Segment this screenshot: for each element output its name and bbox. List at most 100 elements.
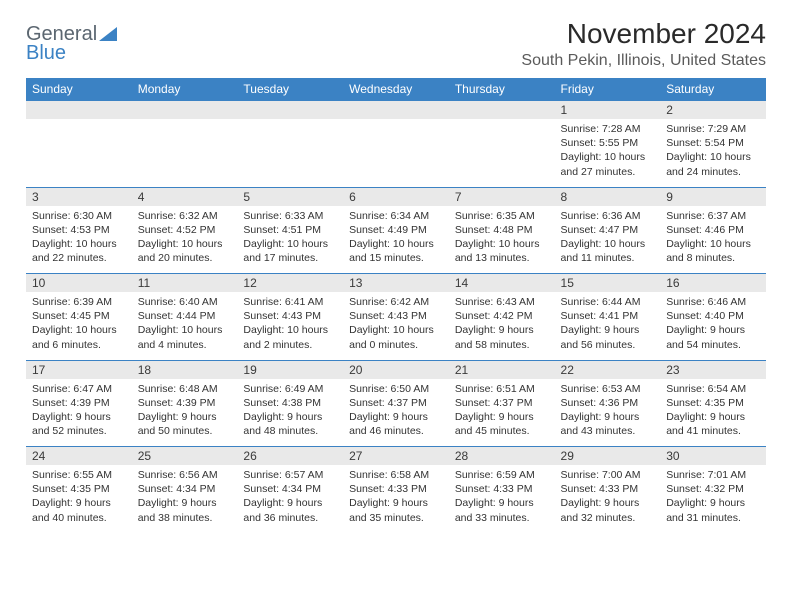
day-number-cell bbox=[26, 101, 132, 120]
sunrise-text: Sunrise: 6:33 AM bbox=[243, 209, 337, 223]
day-detail-cell bbox=[132, 119, 238, 187]
sunrise-text: Sunrise: 6:44 AM bbox=[561, 295, 655, 309]
day-detail-cell: Sunrise: 7:29 AMSunset: 5:54 PMDaylight:… bbox=[660, 119, 766, 187]
day-number-cell: 4 bbox=[132, 187, 238, 206]
day-number-cell: 24 bbox=[26, 447, 132, 466]
sunset-text: Sunset: 4:39 PM bbox=[138, 396, 232, 410]
daylight-text: Daylight: 10 hours and 8 minutes. bbox=[666, 237, 760, 265]
sunset-text: Sunset: 4:40 PM bbox=[666, 309, 760, 323]
sunset-text: Sunset: 5:55 PM bbox=[561, 136, 655, 150]
sunset-text: Sunset: 4:44 PM bbox=[138, 309, 232, 323]
day-detail-cell: Sunrise: 6:46 AMSunset: 4:40 PMDaylight:… bbox=[660, 292, 766, 360]
day-detail-cell: Sunrise: 7:28 AMSunset: 5:55 PMDaylight:… bbox=[555, 119, 661, 187]
day-number-cell: 19 bbox=[237, 360, 343, 379]
day-number-cell: 1 bbox=[555, 101, 661, 120]
day-detail-cell: Sunrise: 6:55 AMSunset: 4:35 PMDaylight:… bbox=[26, 465, 132, 533]
day-detail-cell: Sunrise: 6:37 AMSunset: 4:46 PMDaylight:… bbox=[660, 206, 766, 274]
day-detail-cell: Sunrise: 6:53 AMSunset: 4:36 PMDaylight:… bbox=[555, 379, 661, 447]
brand-text-2: Blue bbox=[26, 43, 117, 63]
sunset-text: Sunset: 4:48 PM bbox=[455, 223, 549, 237]
month-title: November 2024 bbox=[521, 18, 766, 50]
sunrise-text: Sunrise: 6:34 AM bbox=[349, 209, 443, 223]
sunrise-text: Sunrise: 6:59 AM bbox=[455, 468, 549, 482]
sunrise-text: Sunrise: 7:01 AM bbox=[666, 468, 760, 482]
day-number-cell: 17 bbox=[26, 360, 132, 379]
day-detail-cell: Sunrise: 6:56 AMSunset: 4:34 PMDaylight:… bbox=[132, 465, 238, 533]
daylight-text: Daylight: 9 hours and 41 minutes. bbox=[666, 410, 760, 438]
daylight-text: Daylight: 10 hours and 0 minutes. bbox=[349, 323, 443, 351]
sunset-text: Sunset: 4:46 PM bbox=[666, 223, 760, 237]
day-detail-cell: Sunrise: 6:57 AMSunset: 4:34 PMDaylight:… bbox=[237, 465, 343, 533]
weekday-header-row: Sunday Monday Tuesday Wednesday Thursday… bbox=[26, 78, 766, 101]
sunrise-text: Sunrise: 6:54 AM bbox=[666, 382, 760, 396]
triangle-icon bbox=[99, 25, 117, 45]
day-number-cell: 2 bbox=[660, 101, 766, 120]
location-subtitle: South Pekin, Illinois, United States bbox=[521, 52, 766, 70]
day-detail-cell bbox=[26, 119, 132, 187]
day-number-cell: 13 bbox=[343, 274, 449, 293]
daylight-text: Daylight: 10 hours and 20 minutes. bbox=[138, 237, 232, 265]
day-number-cell bbox=[237, 101, 343, 120]
sunset-text: Sunset: 4:51 PM bbox=[243, 223, 337, 237]
sunrise-text: Sunrise: 6:49 AM bbox=[243, 382, 337, 396]
sunrise-text: Sunrise: 7:00 AM bbox=[561, 468, 655, 482]
day-detail-row: Sunrise: 7:28 AMSunset: 5:55 PMDaylight:… bbox=[26, 119, 766, 187]
calendar-page: General Blue November 2024 South Pekin, … bbox=[0, 0, 792, 612]
day-detail-cell: Sunrise: 7:01 AMSunset: 4:32 PMDaylight:… bbox=[660, 465, 766, 533]
daylight-text: Daylight: 10 hours and 6 minutes. bbox=[32, 323, 126, 351]
sunrise-text: Sunrise: 6:51 AM bbox=[455, 382, 549, 396]
brand-text: General Blue bbox=[26, 24, 117, 63]
sunset-text: Sunset: 4:47 PM bbox=[561, 223, 655, 237]
day-number-row: 12 bbox=[26, 101, 766, 120]
day-number-row: 17181920212223 bbox=[26, 360, 766, 379]
sunset-text: Sunset: 4:43 PM bbox=[349, 309, 443, 323]
day-number-cell: 23 bbox=[660, 360, 766, 379]
day-number-cell: 11 bbox=[132, 274, 238, 293]
daylight-text: Daylight: 9 hours and 58 minutes. bbox=[455, 323, 549, 351]
sunrise-text: Sunrise: 6:30 AM bbox=[32, 209, 126, 223]
sunset-text: Sunset: 4:38 PM bbox=[243, 396, 337, 410]
day-number-cell: 18 bbox=[132, 360, 238, 379]
day-detail-cell: Sunrise: 6:33 AMSunset: 4:51 PMDaylight:… bbox=[237, 206, 343, 274]
sunset-text: Sunset: 4:52 PM bbox=[138, 223, 232, 237]
sunset-text: Sunset: 4:34 PM bbox=[138, 482, 232, 496]
daylight-text: Daylight: 9 hours and 52 minutes. bbox=[32, 410, 126, 438]
day-detail-cell: Sunrise: 6:40 AMSunset: 4:44 PMDaylight:… bbox=[132, 292, 238, 360]
day-number-cell: 27 bbox=[343, 447, 449, 466]
daylight-text: Daylight: 10 hours and 27 minutes. bbox=[561, 150, 655, 178]
sunset-text: Sunset: 4:53 PM bbox=[32, 223, 126, 237]
sunrise-text: Sunrise: 6:46 AM bbox=[666, 295, 760, 309]
day-detail-cell: Sunrise: 6:49 AMSunset: 4:38 PMDaylight:… bbox=[237, 379, 343, 447]
sunset-text: Sunset: 4:33 PM bbox=[561, 482, 655, 496]
day-number-cell bbox=[343, 101, 449, 120]
daylight-text: Daylight: 10 hours and 22 minutes. bbox=[32, 237, 126, 265]
sunset-text: Sunset: 4:42 PM bbox=[455, 309, 549, 323]
daylight-text: Daylight: 9 hours and 46 minutes. bbox=[349, 410, 443, 438]
day-detail-cell: Sunrise: 6:48 AMSunset: 4:39 PMDaylight:… bbox=[132, 379, 238, 447]
daylight-text: Daylight: 10 hours and 15 minutes. bbox=[349, 237, 443, 265]
daylight-text: Daylight: 10 hours and 24 minutes. bbox=[666, 150, 760, 178]
sunset-text: Sunset: 4:34 PM bbox=[243, 482, 337, 496]
sunrise-text: Sunrise: 6:56 AM bbox=[138, 468, 232, 482]
day-number-cell: 9 bbox=[660, 187, 766, 206]
header: General Blue November 2024 South Pekin, … bbox=[26, 18, 766, 70]
day-detail-cell bbox=[449, 119, 555, 187]
daylight-text: Daylight: 9 hours and 45 minutes. bbox=[455, 410, 549, 438]
sunrise-text: Sunrise: 6:41 AM bbox=[243, 295, 337, 309]
weekday-header: Friday bbox=[555, 78, 661, 101]
day-detail-cell: Sunrise: 7:00 AMSunset: 4:33 PMDaylight:… bbox=[555, 465, 661, 533]
day-detail-cell: Sunrise: 6:43 AMSunset: 4:42 PMDaylight:… bbox=[449, 292, 555, 360]
day-detail-cell: Sunrise: 6:36 AMSunset: 4:47 PMDaylight:… bbox=[555, 206, 661, 274]
day-detail-cell: Sunrise: 6:42 AMSunset: 4:43 PMDaylight:… bbox=[343, 292, 449, 360]
day-number-cell: 28 bbox=[449, 447, 555, 466]
sunset-text: Sunset: 4:45 PM bbox=[32, 309, 126, 323]
day-detail-cell bbox=[237, 119, 343, 187]
sunset-text: Sunset: 4:35 PM bbox=[32, 482, 126, 496]
sunrise-text: Sunrise: 6:39 AM bbox=[32, 295, 126, 309]
day-detail-cell: Sunrise: 6:32 AMSunset: 4:52 PMDaylight:… bbox=[132, 206, 238, 274]
daylight-text: Daylight: 9 hours and 50 minutes. bbox=[138, 410, 232, 438]
day-detail-cell: Sunrise: 6:54 AMSunset: 4:35 PMDaylight:… bbox=[660, 379, 766, 447]
sunrise-text: Sunrise: 6:37 AM bbox=[666, 209, 760, 223]
day-number-cell bbox=[132, 101, 238, 120]
sunrise-text: Sunrise: 6:42 AM bbox=[349, 295, 443, 309]
